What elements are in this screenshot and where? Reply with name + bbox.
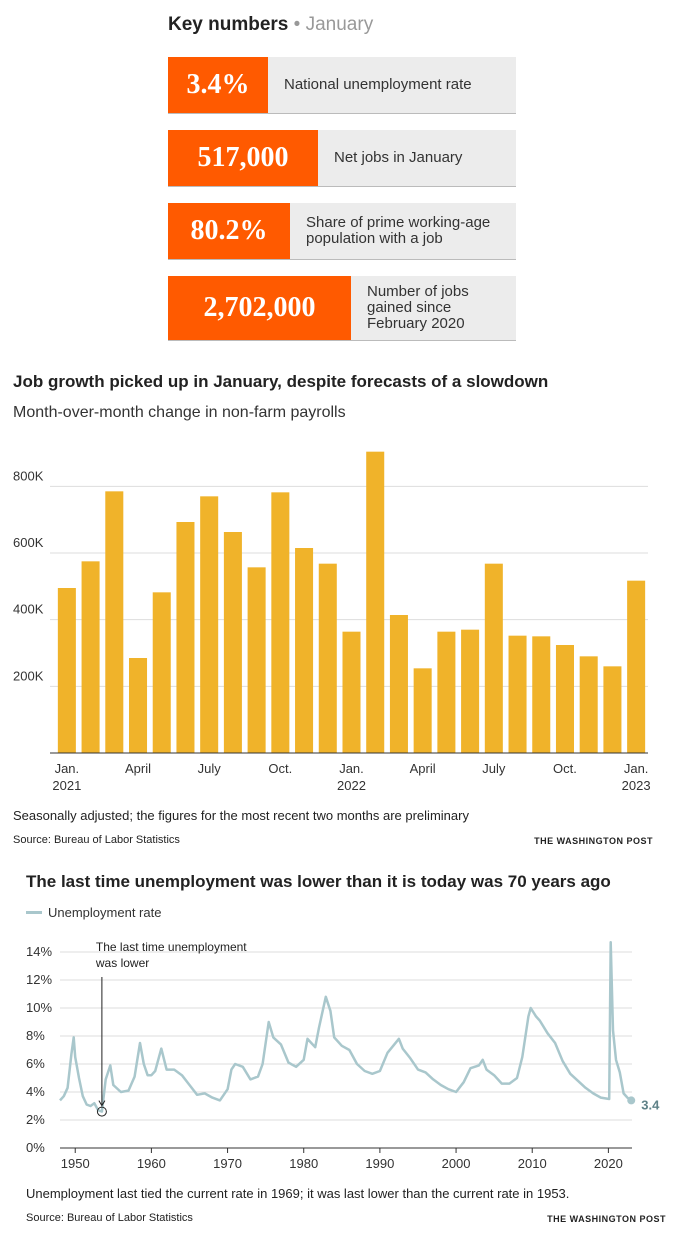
x-tick-label: 1980 bbox=[289, 1156, 318, 1171]
x-tick-label: 1960 bbox=[137, 1156, 166, 1171]
y-tick-label: 12% bbox=[26, 972, 52, 987]
unemp-legend: Unemployment rate bbox=[26, 905, 161, 920]
highlight-marker-1953 bbox=[96, 1106, 107, 1117]
y-tick-label: 8% bbox=[26, 1028, 45, 1043]
jobs-chart-source: Source: Bureau of Labor Statistics bbox=[13, 834, 180, 846]
bar bbox=[223, 532, 242, 753]
bar bbox=[318, 563, 337, 753]
x-tick-label: 2022 bbox=[337, 778, 366, 793]
x-tick-label: 2020 bbox=[594, 1156, 623, 1171]
bar bbox=[152, 592, 171, 753]
jobs-chart-credit: THE WASHINGTON POST bbox=[534, 836, 653, 846]
x-tick-label: 1950 bbox=[61, 1156, 90, 1171]
jobs-chart-subtitle: Month-over-month change in non-farm payr… bbox=[13, 404, 346, 421]
y-tick-label: 6% bbox=[26, 1056, 45, 1071]
y-tick-label: 4% bbox=[26, 1084, 45, 1099]
x-tick-label: Jan. bbox=[339, 761, 364, 776]
x-tick-label: April bbox=[410, 761, 436, 776]
x-tick-label: 2021 bbox=[52, 778, 81, 793]
current-rate-label: 3.4 bbox=[641, 1097, 660, 1112]
x-tick-label: Jan. bbox=[55, 761, 80, 776]
key-number-card: 2,702,000 Number of jobs gained since Fe… bbox=[168, 276, 516, 341]
jobs-chart-title: Job growth picked up in January, despite… bbox=[13, 372, 549, 391]
y-tick-label: 800K bbox=[13, 468, 44, 483]
bar bbox=[413, 668, 432, 753]
bar bbox=[57, 588, 76, 753]
y-tick-label: 0% bbox=[26, 1140, 45, 1155]
bar bbox=[461, 629, 480, 753]
x-tick-label: July bbox=[482, 761, 506, 776]
key-number-label: Share of prime working-age population wi… bbox=[306, 214, 491, 247]
y-tick-label: 10% bbox=[26, 1000, 52, 1015]
legend-label: Unemployment rate bbox=[48, 905, 162, 920]
bar bbox=[342, 631, 361, 753]
bar bbox=[555, 645, 574, 753]
bar bbox=[366, 451, 385, 753]
bar bbox=[579, 656, 598, 753]
key-number-card: 3.4% National unemployment rate bbox=[168, 57, 516, 114]
key-number-value: 3.4% bbox=[168, 57, 268, 113]
jobs-chart-note: Seasonally adjusted; the figures for the… bbox=[13, 808, 469, 823]
x-tick-label: 2023 bbox=[622, 778, 651, 793]
bar bbox=[129, 658, 148, 753]
unemp-chart-credit: THE WASHINGTON POST bbox=[547, 1214, 666, 1224]
bar bbox=[532, 636, 551, 753]
key-number-value: 517,000 bbox=[168, 130, 318, 186]
bar bbox=[81, 561, 100, 753]
unemp-chart-source: Source: Bureau of Labor Statistics bbox=[26, 1212, 193, 1224]
bar bbox=[200, 496, 219, 753]
key-number-label: National unemployment rate bbox=[284, 76, 472, 93]
x-tick-label: Jan. bbox=[624, 761, 649, 776]
key-number-card: 517,000 Net jobs in January bbox=[168, 130, 516, 187]
y-tick-label: 600K bbox=[13, 535, 44, 550]
bar bbox=[484, 563, 503, 753]
legend-swatch bbox=[26, 911, 42, 914]
x-tick-label: Oct. bbox=[268, 761, 292, 776]
annotation-text: The last time unemployment was lower bbox=[95, 940, 247, 970]
bar bbox=[105, 491, 124, 753]
y-tick-label: 200K bbox=[13, 668, 44, 683]
x-tick-label: 1970 bbox=[213, 1156, 242, 1171]
bar bbox=[247, 567, 266, 753]
y-tick-label: 2% bbox=[26, 1112, 45, 1127]
bar bbox=[176, 522, 195, 753]
key-number-label: Number of jobs gained since February 202… bbox=[367, 283, 469, 332]
bar bbox=[271, 492, 290, 753]
unemp-chart-title: The last time unemployment was lower tha… bbox=[26, 872, 611, 891]
key-number-card: 80.2% Share of prime working-age populat… bbox=[168, 203, 516, 260]
unemp-chart-note: Unemployment last tied the current rate … bbox=[26, 1186, 570, 1201]
annotation-arrowhead bbox=[98, 1100, 106, 1107]
x-tick-label: July bbox=[198, 761, 222, 776]
key-numbers-subtitle: January bbox=[305, 14, 374, 35]
bar bbox=[508, 635, 527, 753]
x-tick-label: 2010 bbox=[518, 1156, 547, 1171]
bar bbox=[603, 666, 622, 753]
bar bbox=[295, 548, 314, 753]
bar bbox=[389, 615, 408, 753]
x-tick-label: April bbox=[125, 761, 151, 776]
y-tick-label: 400K bbox=[13, 602, 44, 617]
x-tick-label: 1990 bbox=[365, 1156, 394, 1171]
y-tick-label: 14% bbox=[26, 944, 52, 959]
key-number-label: Net jobs in January bbox=[334, 149, 463, 166]
bar bbox=[627, 580, 646, 753]
bar bbox=[437, 631, 456, 753]
jobs-bar-chart: 200K 400K 600K 800K Jan. 2021 April July Oct. Jan… bbox=[13, 451, 651, 793]
unemployment-series-line bbox=[59, 940, 632, 1113]
current-rate-marker bbox=[627, 1096, 636, 1105]
key-number-value: 80.2% bbox=[168, 203, 290, 259]
key-number-value: 2,702,000 bbox=[168, 276, 351, 340]
x-tick-label: 2000 bbox=[442, 1156, 471, 1171]
key-numbers-title: Key numbers • January bbox=[168, 14, 374, 35]
x-tick-label: Oct. bbox=[553, 761, 577, 776]
unemployment-line-chart: 0% 2% 4% 6% 8% 10% 12% 14% 1950 1960 1970 1980 1990 2… bbox=[26, 940, 660, 1171]
